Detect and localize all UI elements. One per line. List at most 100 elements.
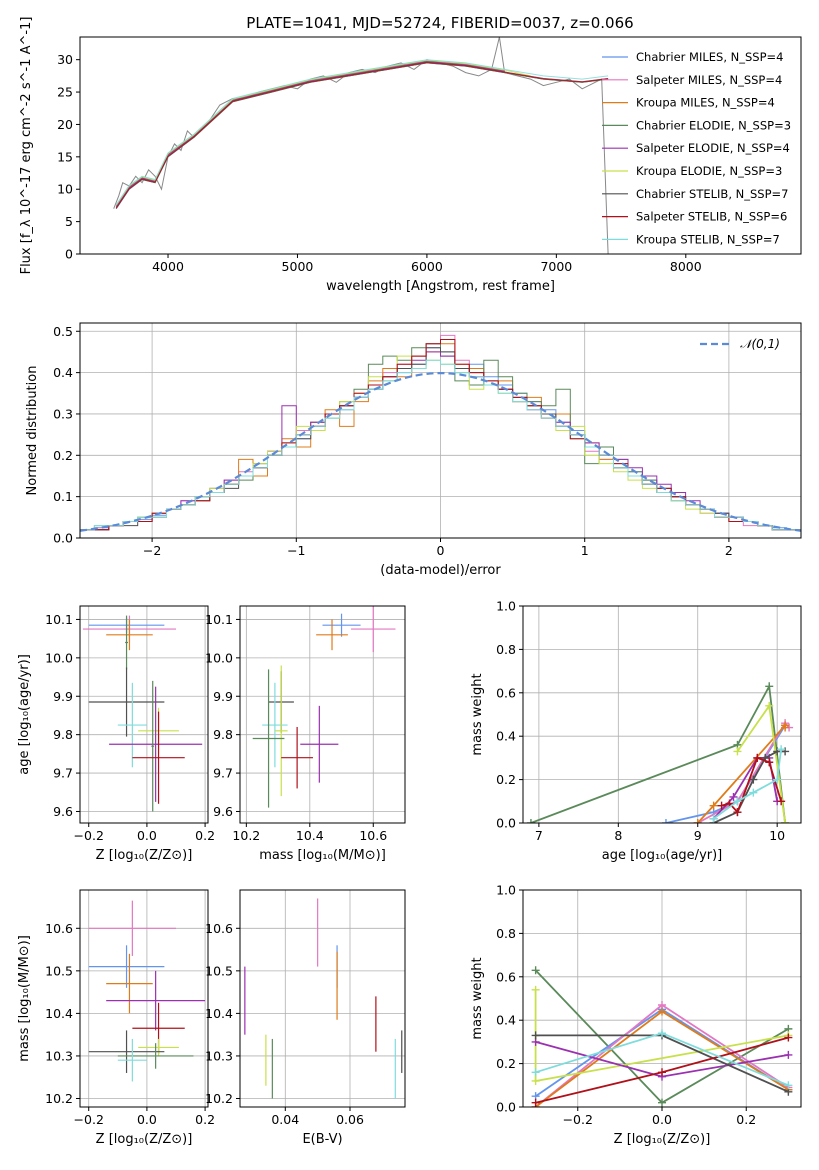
weight-marker — [729, 792, 738, 801]
y-axis-label: Normed distribution — [25, 366, 40, 496]
weight-marker — [709, 801, 718, 810]
weight-marker — [781, 723, 790, 732]
histogram-step — [80, 339, 801, 538]
legend-label: Salpeter ELODIE, N_SSP=4 — [636, 141, 790, 155]
y-tick-label: 9.6 — [213, 804, 233, 819]
x-tick-label: 2 — [725, 543, 733, 558]
y-tick-label: 0.6 — [496, 685, 516, 700]
model-spectrum-line — [115, 62, 609, 209]
weight-line — [530, 683, 786, 823]
y-tick-label: 10.2 — [45, 1091, 73, 1106]
normal-reference-curve — [80, 372, 801, 532]
x-tick-label: 4000 — [152, 259, 184, 274]
x-tick-label: 7000 — [540, 259, 572, 274]
weight-marker — [733, 797, 742, 806]
x-tick-label: 0.06 — [336, 1112, 364, 1127]
weight-marker — [765, 682, 774, 691]
error-cross — [132, 711, 185, 804]
observed-spectrum-line — [113, 37, 609, 254]
legend: Chabrier MILES, N_SSP=4 Salpeter MILES, N… — [602, 50, 791, 246]
x-tick-label: 10.4 — [296, 828, 324, 843]
x-axis-label: E(B-V) — [302, 1132, 342, 1147]
weight-marker — [749, 788, 758, 797]
weight-marker — [784, 1081, 793, 1090]
y-tick-label: 9.8 — [53, 727, 73, 742]
plot-area — [526, 682, 794, 823]
weight-vs-age-panel: 7 8 9 10 0.0 0.2 0.4 0.6 0.8 1.0 age [log₁₀(age/yr… — [470, 599, 802, 863]
plot-frame — [522, 605, 802, 824]
x-tick-label: −0.2 — [563, 1112, 593, 1127]
y-tick-label: 0.1 — [53, 489, 73, 504]
plot-area — [88, 900, 206, 1082]
y-tick-label: 9.9 — [213, 689, 233, 704]
y-tick-label: 1.0 — [496, 883, 516, 898]
y-axis-label: mass weight — [470, 673, 485, 755]
y-tick-label: 10.6 — [205, 921, 233, 936]
x-tick-label: 8000 — [670, 259, 702, 274]
x-tick-label: −2 — [143, 543, 161, 558]
weight-marker — [658, 1029, 666, 1038]
y-tick-label: 0.2 — [496, 772, 516, 787]
weight-marker — [777, 797, 786, 806]
weight-marker — [658, 1007, 666, 1016]
y-tick-label: 9.7 — [53, 766, 73, 781]
age-vs-mass-panel: 10.2 10.4 10.6 9.6 9.7 9.8 9.9 10.0 10.1 mass [lo… — [205, 605, 406, 863]
x-axis-label: mass [log₁₀(M/M⊙)] — [259, 848, 386, 863]
y-tick-label: 10.0 — [45, 650, 73, 665]
y-tick-label: 0.0 — [496, 1100, 516, 1115]
y-tick-label: 30 — [57, 52, 73, 67]
y-axis-label: age [log₁₀(age/yr)] — [17, 654, 32, 775]
y-tick-label: 0.6 — [496, 969, 516, 984]
x-tick-label: 0.0 — [652, 1112, 672, 1127]
error-cross — [106, 970, 206, 1031]
plot-area — [113, 37, 609, 254]
model-spectrum-line — [115, 59, 609, 206]
y-tick-label: 0.0 — [53, 531, 73, 546]
y-tick-label: 15 — [57, 149, 73, 164]
x-tick-label: 8 — [614, 828, 622, 843]
legend-label: Salpeter STELIB, N_SSP=6 — [636, 210, 787, 224]
weight-marker — [693, 819, 702, 823]
weight-marker — [531, 1076, 540, 1085]
x-tick-label: 0.2 — [736, 1112, 756, 1127]
weight-marker — [784, 1033, 793, 1042]
error-cross — [88, 900, 176, 956]
y-tick-label: 10.6 — [45, 921, 73, 936]
y-tick-label: 1.0 — [496, 599, 516, 614]
error-cross — [281, 726, 313, 789]
plot-area — [252, 606, 396, 808]
y-tick-label: 9.6 — [53, 804, 73, 819]
weight-marker — [781, 819, 790, 823]
y-tick-label: 10 — [57, 182, 73, 197]
x-tick-label: 6000 — [411, 259, 443, 274]
error-cross — [106, 953, 153, 1014]
x-axis-label: Z [log₁₀(Z/Z⊙)] — [614, 1132, 711, 1147]
weight-marker — [733, 808, 742, 817]
y-tick-label: 0.2 — [496, 1056, 516, 1071]
weight-marker — [531, 1031, 540, 1040]
y-tick-label: 20 — [57, 117, 73, 132]
x-tick-label: −0.2 — [74, 828, 104, 843]
weight-marker — [531, 1098, 540, 1107]
weight-marker — [658, 1098, 666, 1107]
residuals-panel: 𝒩(0,1) −2 −1 0 1 2 0.0 0.1 0.2 0.3 0.4 0.5 (data-mod… — [25, 322, 802, 578]
weight-marker — [661, 819, 670, 823]
plot-area — [82, 615, 203, 812]
y-axis-label: Flux [f_λ 10^-17 erg cm^-2 s^-1 A^-1] — [19, 17, 34, 275]
x-tick-label: −0.2 — [74, 1112, 104, 1127]
error-cross — [125, 615, 128, 670]
model-spectrum-line — [115, 62, 609, 209]
legend-label: Chabrier STELIB, N_SSP=7 — [636, 187, 788, 201]
error-cross — [117, 1043, 194, 1069]
y-tick-label: 10.4 — [45, 1006, 73, 1021]
plot-frame — [239, 889, 406, 1108]
model-spectrum-line — [115, 62, 609, 209]
y-tick-label: 5 — [65, 214, 73, 229]
x-axis-label: Z [log₁₀(Z/Z⊙)] — [96, 848, 193, 863]
weight-marker — [717, 801, 726, 810]
legend-label: Kroupa STELIB, N_SSP=7 — [636, 232, 780, 246]
model-spectrum-line — [115, 61, 505, 207]
mass-vs-z-panel: −0.2 0.0 0.2 10.2 10.3 10.4 10.5 10.6 Z [log₁₀(Z… — [17, 889, 215, 1147]
plot-frame — [239, 605, 406, 824]
legend-label: 𝒩(0,1) — [740, 337, 780, 351]
